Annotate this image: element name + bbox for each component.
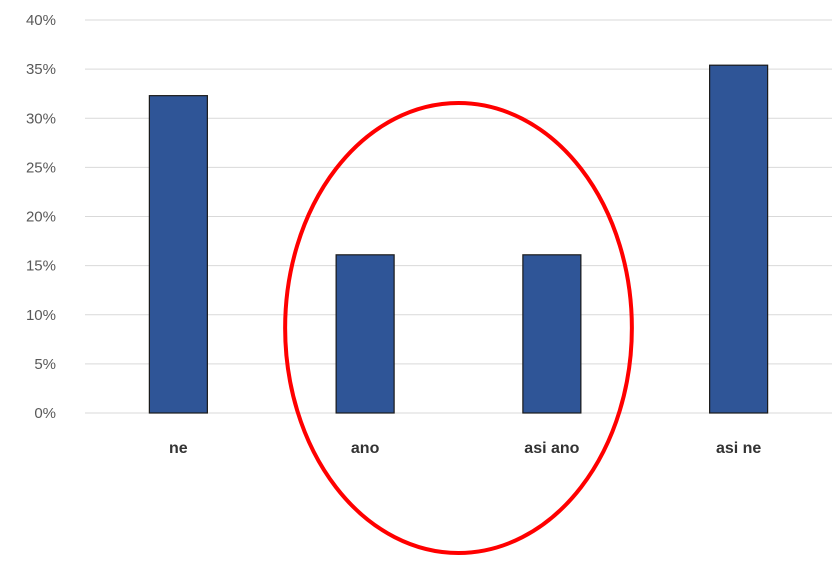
bar: [522, 254, 582, 414]
x-category-label: ano: [351, 440, 380, 457]
y-tick-label: 35%: [26, 61, 56, 78]
bar: [335, 254, 395, 414]
gridlines: [85, 19, 832, 414]
bars: [148, 64, 769, 414]
y-tick-label: 5%: [34, 356, 56, 373]
highlight-ellipse: [283, 101, 634, 555]
y-axis-tick-labels: 0% 5% 10% 15% 20% 25% 30% 35% 40%: [26, 12, 56, 422]
x-axis-category-labels: ne ano asi ano asi ne: [169, 440, 761, 457]
x-category-label: ne: [169, 440, 188, 457]
x-category-label: asi ano: [524, 440, 579, 457]
bar: [709, 64, 769, 414]
y-tick-label: 40%: [26, 12, 56, 29]
annotations: [283, 101, 634, 555]
y-tick-label: 30%: [26, 110, 56, 127]
y-tick-label: 25%: [26, 159, 56, 176]
y-tick-label: 20%: [26, 209, 56, 226]
y-tick-label: 15%: [26, 258, 56, 275]
bar: [148, 95, 208, 414]
x-category-label: asi ne: [716, 440, 761, 457]
y-tick-label: 0%: [34, 405, 56, 422]
y-tick-label: 10%: [26, 307, 56, 324]
